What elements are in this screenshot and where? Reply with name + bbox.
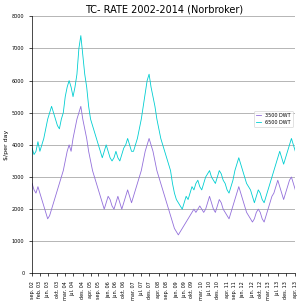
3500 DWT <box>247 214 250 217</box>
6500 DWT <box>79 34 83 37</box>
3500 DWT <box>62 169 65 172</box>
3500 DWT <box>133 188 137 192</box>
6500 DWT <box>282 162 285 166</box>
6500 DWT <box>251 195 254 198</box>
Title: TC- RATE 2002-2014 (Norbroker): TC- RATE 2002-2014 (Norbroker) <box>85 4 243 14</box>
3500 DWT <box>79 105 83 108</box>
6500 DWT <box>180 207 184 211</box>
Line: 3500 DWT: 3500 DWT <box>32 106 295 235</box>
6500 DWT <box>249 188 252 192</box>
6500 DWT <box>133 143 137 147</box>
6500 DWT <box>294 150 297 153</box>
3500 DWT <box>30 181 34 185</box>
Legend: 3500 DWT, 6500 DWT: 3500 DWT, 6500 DWT <box>254 111 293 127</box>
3500 DWT <box>251 220 254 224</box>
6500 DWT <box>247 185 250 188</box>
6500 DWT <box>30 146 34 150</box>
3500 DWT <box>282 198 285 201</box>
3500 DWT <box>294 188 297 192</box>
Line: 6500 DWT: 6500 DWT <box>32 36 295 209</box>
Y-axis label: $/per day: $/per day <box>4 130 9 160</box>
6500 DWT <box>62 111 65 115</box>
3500 DWT <box>249 217 252 221</box>
3500 DWT <box>177 233 180 237</box>
